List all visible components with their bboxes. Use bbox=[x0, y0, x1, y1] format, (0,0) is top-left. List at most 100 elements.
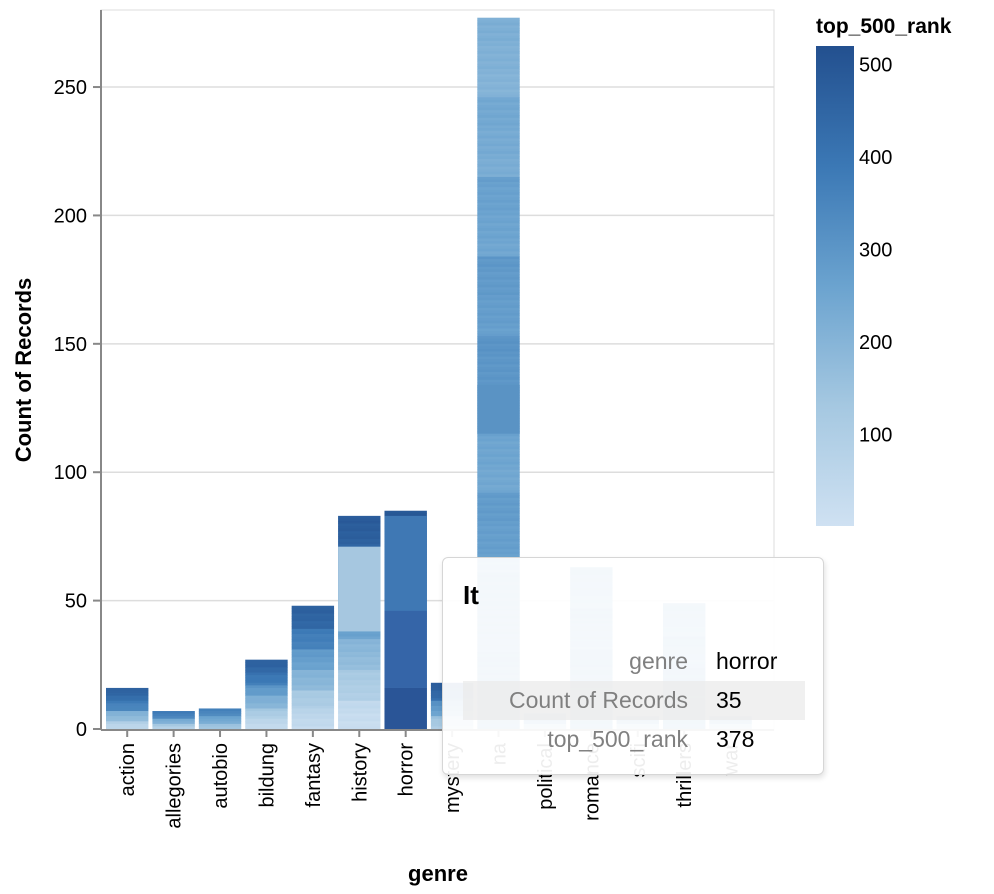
gridlines bbox=[101, 86, 774, 602]
bar-segment bbox=[477, 292, 520, 296]
bar-segment bbox=[106, 716, 149, 720]
bar-segment bbox=[338, 700, 381, 704]
bar-segment bbox=[338, 631, 381, 635]
bar-segment bbox=[106, 711, 149, 714]
bar-segment bbox=[384, 610, 427, 688]
bar-segment bbox=[477, 320, 520, 324]
bar-segment bbox=[477, 110, 520, 114]
bar-segment bbox=[245, 682, 288, 686]
tooltip-row: genre horror bbox=[463, 642, 805, 681]
bar-segment bbox=[245, 685, 288, 689]
bar-segment bbox=[477, 97, 520, 101]
bar-segment bbox=[477, 343, 520, 347]
bar-segment bbox=[291, 693, 335, 697]
bar-segment bbox=[477, 43, 520, 47]
bar-history[interactable] bbox=[338, 515, 381, 730]
bar-segment bbox=[477, 189, 520, 193]
bar-segment bbox=[338, 526, 381, 530]
bar-bildung[interactable] bbox=[245, 659, 288, 730]
bar-segment bbox=[477, 336, 520, 340]
bar-segment bbox=[338, 718, 381, 722]
bar-segment bbox=[245, 693, 288, 697]
bar-segment bbox=[477, 538, 520, 542]
bar-segment bbox=[477, 513, 520, 517]
bar-segment bbox=[477, 443, 520, 447]
bar-segment bbox=[245, 721, 288, 725]
bar-autobio[interactable] bbox=[198, 708, 242, 730]
bar-segment bbox=[477, 184, 520, 188]
bar-segment bbox=[245, 713, 288, 717]
bar-segment bbox=[198, 726, 242, 730]
bar-segment bbox=[477, 153, 520, 157]
bar-segment bbox=[477, 359, 520, 363]
bar-segment bbox=[477, 271, 520, 275]
bar-action[interactable] bbox=[106, 687, 149, 730]
bar-segment bbox=[477, 508, 520, 512]
bar-segment bbox=[477, 92, 520, 96]
bar-segment bbox=[477, 220, 520, 224]
bar-segment bbox=[338, 723, 381, 727]
bar-segment bbox=[477, 382, 520, 386]
bar-fantasy[interactable] bbox=[291, 605, 335, 730]
legend-title: top_500_rank bbox=[816, 15, 952, 38]
bar-segment bbox=[245, 687, 288, 691]
bar-segment bbox=[477, 341, 520, 345]
bar-segment bbox=[106, 698, 149, 702]
bar-segment bbox=[106, 721, 149, 725]
bar-segment bbox=[477, 210, 520, 214]
bar-segment bbox=[477, 384, 520, 434]
bar-segment bbox=[477, 438, 520, 442]
bar-segment bbox=[477, 477, 520, 481]
bar-allegories[interactable] bbox=[152, 711, 195, 730]
bar-segment bbox=[477, 117, 520, 121]
bar-segment bbox=[338, 544, 381, 548]
bar-segment bbox=[477, 253, 520, 257]
bar-segment bbox=[477, 279, 520, 283]
bar-segment bbox=[477, 549, 520, 553]
x-tick-label: bildung bbox=[256, 743, 278, 808]
bar-segment bbox=[291, 654, 335, 658]
bar-segment bbox=[106, 726, 149, 730]
bar-segment bbox=[152, 723, 195, 727]
bar-horror[interactable] bbox=[384, 510, 427, 730]
bar-segment bbox=[477, 138, 520, 142]
bar-segment bbox=[477, 66, 520, 70]
bar-segment bbox=[198, 713, 242, 717]
bar-segment bbox=[245, 675, 288, 679]
bar-segment bbox=[477, 531, 520, 535]
bar-segment bbox=[477, 528, 520, 532]
bar-segment bbox=[477, 133, 520, 137]
bar-segment bbox=[477, 541, 520, 545]
bar-segment bbox=[477, 369, 520, 373]
bar-segment bbox=[477, 99, 520, 103]
bar-segment bbox=[477, 179, 520, 183]
bar-segment bbox=[477, 48, 520, 52]
bar-segment bbox=[477, 22, 520, 26]
bar-segment bbox=[477, 459, 520, 463]
legend-tick-label: 400 bbox=[859, 147, 892, 169]
bar-segment bbox=[477, 140, 520, 144]
bar-segment bbox=[338, 633, 381, 637]
bar-segment bbox=[477, 318, 520, 322]
y-tick-label: 150 bbox=[54, 334, 87, 356]
bar-segment bbox=[477, 225, 520, 229]
bar-segment bbox=[338, 675, 381, 679]
bar-segment bbox=[152, 716, 195, 720]
bar-segment bbox=[291, 610, 335, 614]
bar-segment bbox=[291, 703, 335, 707]
bar-segment bbox=[477, 461, 520, 465]
x-tick-label: horror bbox=[396, 743, 418, 797]
bar-segment bbox=[477, 228, 520, 232]
bar-segment bbox=[245, 708, 288, 712]
bar-segment bbox=[477, 490, 520, 494]
y-tick-label: 100 bbox=[54, 462, 87, 484]
bar-segment bbox=[106, 705, 149, 709]
bar-segment bbox=[477, 449, 520, 453]
bar-segment bbox=[338, 693, 381, 697]
bar-segment bbox=[477, 207, 520, 211]
bar-segment bbox=[477, 94, 520, 98]
bar-segment bbox=[338, 538, 381, 542]
bar-segment bbox=[477, 125, 520, 129]
bar-segment bbox=[338, 644, 381, 648]
bar-segment bbox=[477, 171, 520, 175]
